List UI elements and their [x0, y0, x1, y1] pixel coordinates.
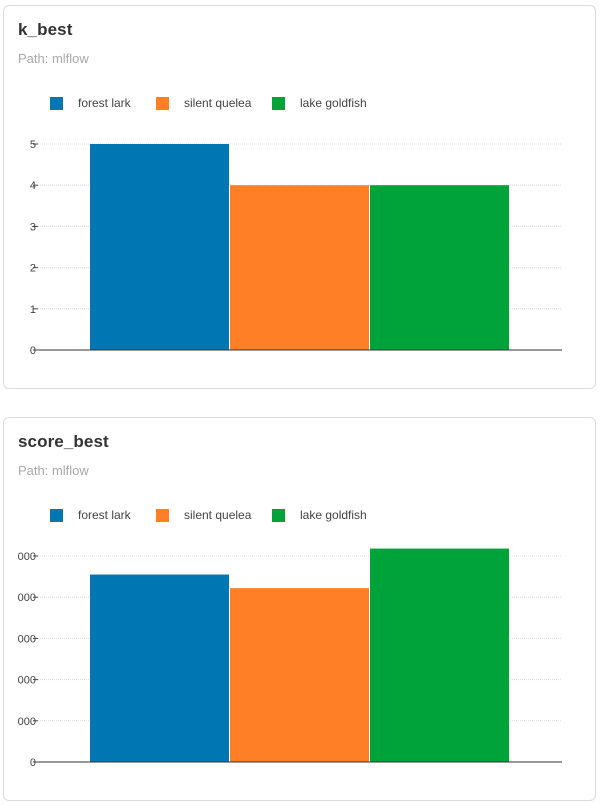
y-tick-label: 0 [30, 345, 36, 357]
bar-forest-lark[interactable] [90, 574, 229, 762]
y-tick-label: 000 [18, 675, 36, 687]
y-tick-label: 000 [18, 716, 36, 728]
legend-label: forest lark [78, 508, 131, 522]
legend-swatch [50, 97, 63, 110]
legend-swatch [156, 97, 169, 110]
legend-swatch [156, 509, 169, 522]
y-tick-label: 1 [30, 304, 36, 316]
chart-card-k-best: k_best Path: mlflow forest lark silent q… [3, 5, 596, 389]
bar-forest-lark[interactable] [90, 144, 229, 350]
chart-title: score_best [18, 432, 109, 451]
legend-label: silent quelea [184, 96, 252, 110]
chart-path: Path: mlflow [18, 51, 89, 66]
y-tick-label: 3 [30, 221, 36, 233]
chart-title: k_best [18, 20, 73, 39]
bar-silent-quelea[interactable] [230, 588, 369, 762]
legend-swatch [272, 97, 285, 110]
legend-label: lake goldfish [300, 508, 367, 522]
legend-label: silent quelea [184, 508, 252, 522]
bar-lake-goldfish[interactable] [370, 548, 509, 762]
bar-silent-quelea[interactable] [230, 185, 369, 350]
chart-card-score-best: score_best Path: mlflow forest lark sile… [3, 417, 596, 801]
y-tick-label: 0 [30, 757, 36, 769]
y-tick-label: 000 [18, 592, 36, 604]
legend-label: lake goldfish [300, 96, 367, 110]
chart-path: Path: mlflow [18, 463, 89, 478]
legend-swatch [50, 509, 63, 522]
y-tick-label: 2 [30, 263, 36, 275]
y-tick-label: 5 [30, 139, 36, 151]
y-tick-label: 4 [30, 180, 36, 192]
bar-lake-goldfish[interactable] [370, 185, 509, 350]
bar-chart-plot: 0 1 2 3 4 5 [30, 139, 562, 357]
legend-swatch [272, 509, 285, 522]
legend-label: forest lark [78, 96, 131, 110]
y-tick-label: 000 [18, 633, 36, 645]
y-tick-label: 000 [18, 551, 36, 563]
